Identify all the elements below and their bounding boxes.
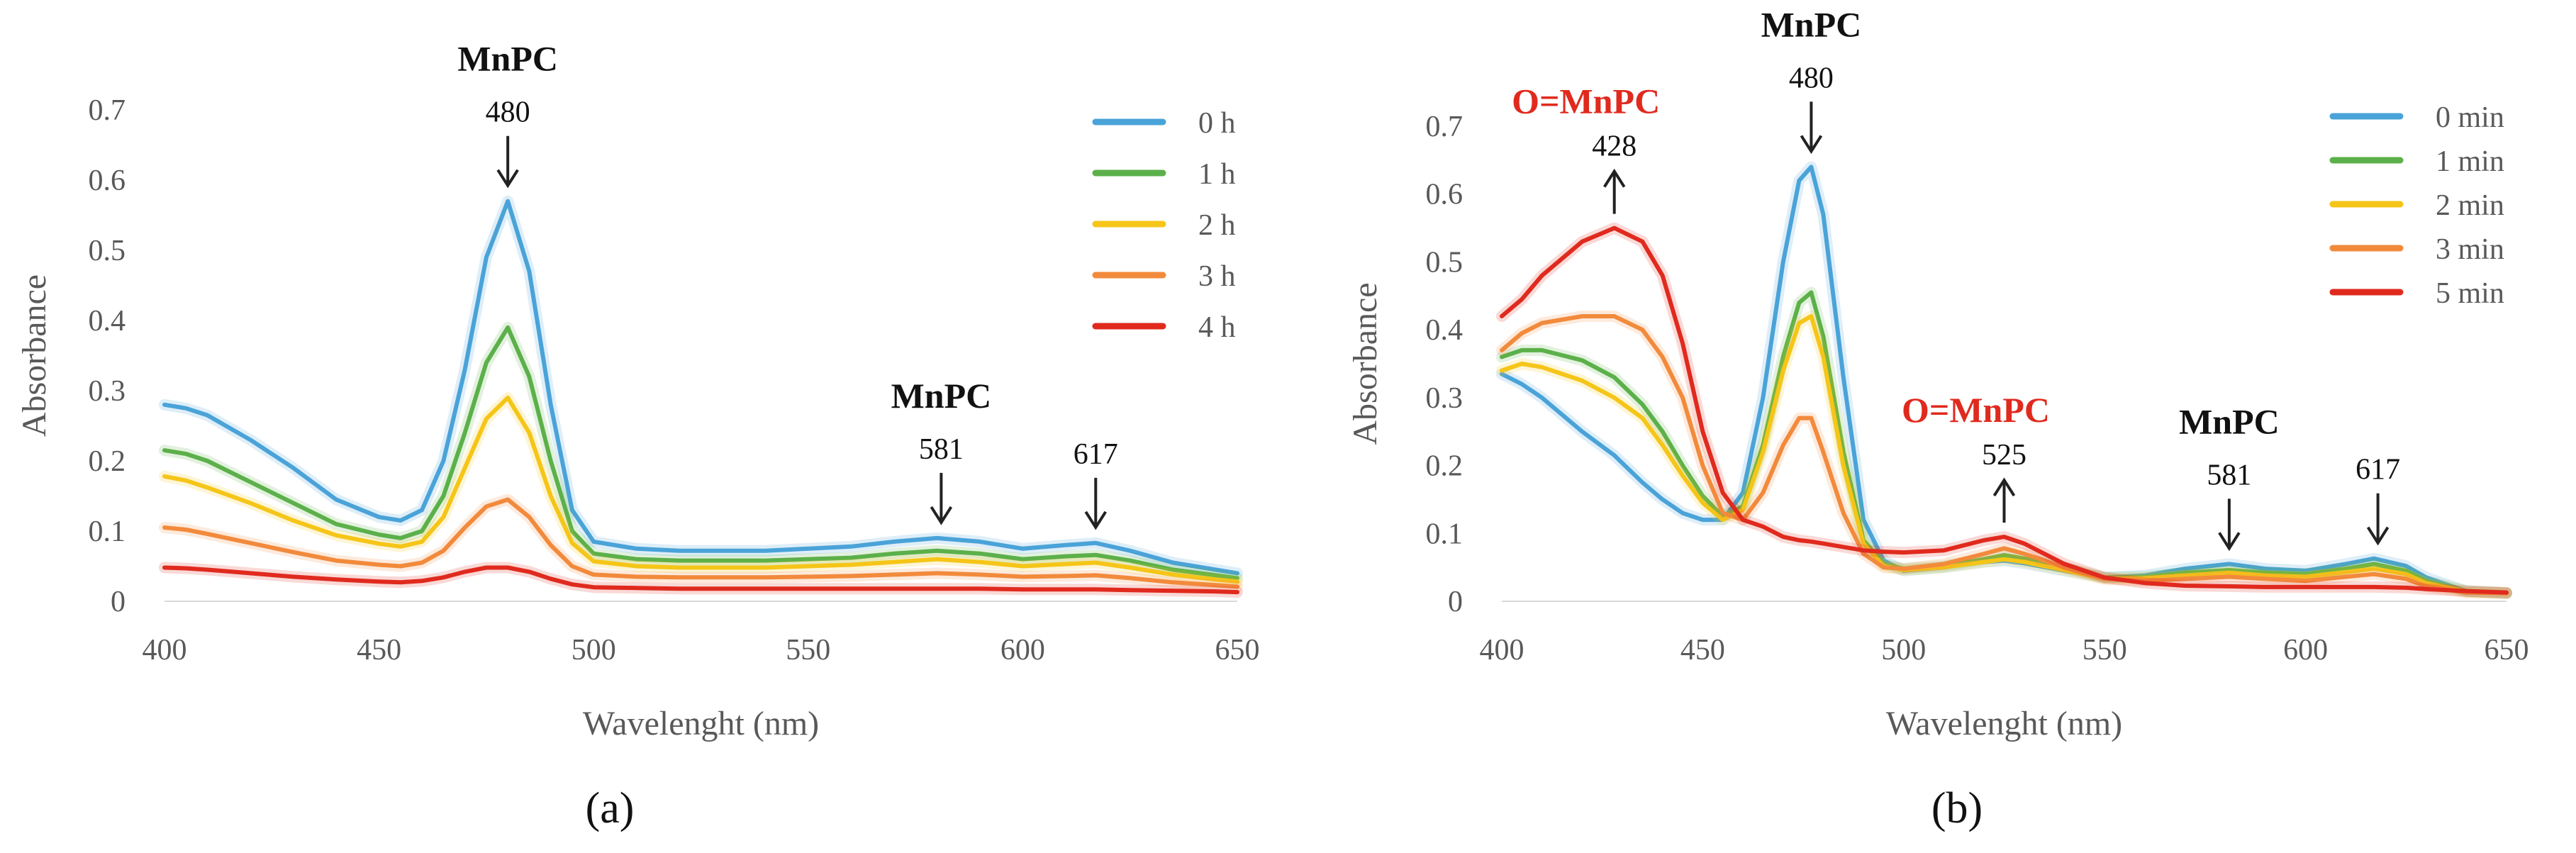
x-axis-title: Wavelenght (nm) xyxy=(1886,705,2122,742)
annotation-value: 581 xyxy=(919,433,964,466)
annotation-arrowhead xyxy=(2366,526,2390,546)
annotation-arrowhead xyxy=(1800,135,1823,155)
y-axis-title: Absorbance xyxy=(1346,282,1384,445)
annotation-arrowhead xyxy=(1992,477,2016,497)
y-tick-label: 0.2 xyxy=(1426,450,1463,483)
annotation-title: MnPC xyxy=(891,376,992,416)
annotation-value: 617 xyxy=(1074,438,1118,471)
legend-label: 2 h xyxy=(1198,209,1236,242)
annotation-value: 525 xyxy=(1982,439,2026,472)
legend-label: 1 min xyxy=(2436,145,2504,178)
y-tick-label: 0.6 xyxy=(1426,179,1463,211)
y-tick-label: 0.1 xyxy=(1426,518,1463,550)
y-axis-title: Absorbance xyxy=(16,274,53,437)
x-tick-label: 600 xyxy=(1000,634,1045,667)
y-tick-label: 0.1 xyxy=(89,515,126,548)
x-tick-label: 500 xyxy=(571,634,616,667)
annotation-title: O=MnPC xyxy=(1512,82,1660,121)
annotation-arrowhead xyxy=(496,169,519,189)
x-tick-label: 650 xyxy=(1215,634,1260,667)
series-line-shadow xyxy=(1496,161,2512,599)
series-line xyxy=(1500,225,2509,595)
x-tick-label: 500 xyxy=(1881,634,1926,667)
panel-label: (b) xyxy=(1931,784,1983,832)
y-tick-label: 0 xyxy=(111,586,126,618)
x-tick-label: 600 xyxy=(2283,634,2328,667)
legend-label: 3 min xyxy=(2436,233,2504,266)
y-tick-label: 0.5 xyxy=(1426,246,1463,279)
y-tick-label: 0.4 xyxy=(1426,314,1463,347)
annotation-arrowhead xyxy=(930,506,953,525)
annotation-value: 617 xyxy=(2355,454,2400,486)
series-line xyxy=(162,497,1239,589)
chart-panel-b: 400 450 500 550 600 650 0 0.1 0.2 0.3 0.4 0.5 0.6 0.7… xyxy=(1346,4,2529,832)
annotation-value: 428 xyxy=(1592,130,1637,163)
legend-label: 1 h xyxy=(1198,158,1236,191)
x-tick-label: 550 xyxy=(786,634,830,667)
legend-label: 5 min xyxy=(2436,277,2504,310)
annotation-arrowhead xyxy=(1603,168,1626,188)
series-line xyxy=(1500,165,2509,596)
series-line xyxy=(1500,314,2509,596)
panel-label: (a) xyxy=(586,784,635,832)
y-tick-label: 0.7 xyxy=(89,94,126,127)
x-tick-label: 400 xyxy=(143,634,187,667)
series-line xyxy=(162,325,1239,581)
legend-label: 0 min xyxy=(2436,101,2504,134)
annotation-arrowhead xyxy=(2218,532,2241,552)
y-tick-label: 0.4 xyxy=(89,305,126,338)
annotation-value: 480 xyxy=(1789,62,1834,94)
annotation-arrowhead xyxy=(1084,511,1107,530)
x-tick-label: 400 xyxy=(1480,634,1524,667)
legend-label: 2 min xyxy=(2436,189,2504,222)
x-tick-label: 550 xyxy=(2082,634,2127,667)
y-tick-label: 0 xyxy=(1448,586,1463,618)
x-tick-label: 450 xyxy=(1680,634,1725,667)
y-tick-label: 0.3 xyxy=(1426,382,1463,415)
x-tick-label: 650 xyxy=(2485,634,2529,667)
legend-label: 3 h xyxy=(1198,260,1236,293)
annotation-value: 480 xyxy=(486,96,530,129)
y-tick-label: 0.7 xyxy=(1426,111,1463,143)
chart-panel-a: 400 450 500 550 600 650 0 0.1 0.2 0.3 0.4 0.5 0.6 0.7… xyxy=(16,39,1260,832)
y-tick-label: 0.3 xyxy=(89,375,126,408)
annotation-title: O=MnPC xyxy=(1902,390,2050,430)
series-line xyxy=(162,395,1239,584)
annotation-title: MnPC xyxy=(457,39,558,79)
series-line xyxy=(162,565,1239,595)
annotation-title: MnPC xyxy=(2179,401,2280,441)
legend-label: 4 h xyxy=(1198,311,1236,344)
annotation-title: MnPC xyxy=(1761,4,1862,44)
x-axis-title: Wavelenght (nm) xyxy=(583,705,819,742)
series-line xyxy=(162,199,1239,576)
annotation-value: 581 xyxy=(2207,459,2251,491)
legend-label: 0 h xyxy=(1198,107,1236,140)
y-tick-label: 0.6 xyxy=(89,165,126,197)
y-tick-label: 0.2 xyxy=(89,445,126,478)
y-tick-label: 0.5 xyxy=(89,235,126,267)
x-tick-label: 450 xyxy=(357,634,401,667)
